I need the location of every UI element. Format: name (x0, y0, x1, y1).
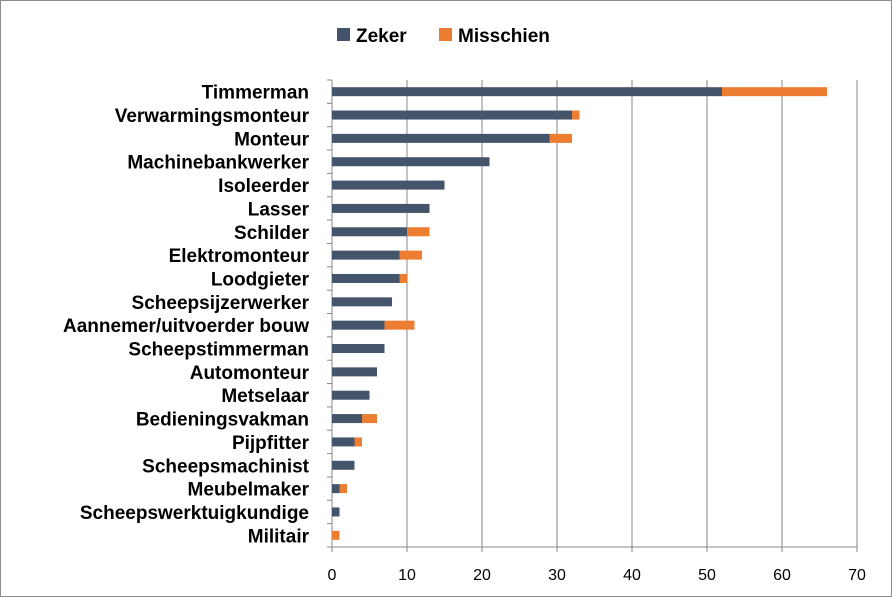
bar-zeker-15 (332, 437, 355, 447)
bar-zeker-5 (332, 203, 430, 213)
legend-swatch-misschien (439, 28, 452, 41)
category-label: Loodgieter (211, 269, 310, 290)
category-label: Aannemer/uitvoerder bouw (63, 316, 309, 337)
category-label: Militair (248, 526, 310, 547)
bar-zeker-17 (332, 484, 340, 494)
x-tick-label: 40 (623, 567, 641, 584)
legend-label-misschien: Misschien (458, 26, 550, 47)
x-tick-label: 30 (548, 567, 566, 584)
category-label: Pijpfitter (232, 433, 310, 454)
legend-swatch-zeker (337, 28, 350, 41)
bar-zeker-0 (332, 87, 722, 97)
bar-zeker-11 (332, 344, 385, 354)
bar-misschien-6 (407, 227, 430, 237)
bar-zeker-18 (332, 507, 340, 517)
bar-misschien-15 (354, 437, 362, 447)
category-label: Scheepsmachinist (142, 456, 310, 477)
x-tick-label: 20 (473, 567, 491, 584)
bar-zeker-7 (332, 250, 400, 260)
x-tick-label: 10 (398, 567, 416, 584)
bar-misschien-14 (362, 414, 377, 424)
category-label: Scheepswerktuigkundige (80, 503, 309, 524)
category-label: Isoleerder (218, 176, 309, 197)
bar-misschien-10 (384, 320, 415, 330)
x-tick-label: 70 (848, 567, 866, 584)
bar-misschien-2 (549, 133, 572, 143)
category-label: Elektromonteur (169, 246, 310, 267)
bar-misschien-0 (722, 87, 827, 97)
category-label: Scheepstimmerman (128, 340, 309, 361)
bar-misschien-19 (332, 530, 340, 540)
bar-zeker-1 (332, 110, 572, 120)
category-label: Automonteur (190, 363, 310, 384)
x-tick-label: 0 (328, 567, 337, 584)
category-label: Schilder (234, 223, 310, 244)
category-label: Verwarmingsmonteur (115, 106, 310, 127)
category-label: Bedieningsvakman (136, 410, 309, 431)
bar-zeker-2 (332, 133, 550, 143)
bar-misschien-7 (399, 250, 422, 260)
bar-zeker-14 (332, 414, 362, 424)
category-label: Scheepsijzerwerker (132, 293, 310, 314)
bar-misschien-8 (399, 273, 407, 283)
category-label: Meubelmaker (188, 480, 310, 501)
bar-zeker-16 (332, 460, 355, 470)
legend-label-zeker: Zeker (356, 26, 407, 47)
category-label: Timmerman (202, 83, 309, 104)
category-label: Metselaar (221, 386, 309, 407)
bar-zeker-8 (332, 273, 400, 283)
bar-zeker-4 (332, 180, 445, 190)
bar-zeker-12 (332, 367, 377, 377)
bar-misschien-17 (339, 484, 347, 494)
category-label: Monteur (234, 129, 310, 150)
bar-zeker-10 (332, 320, 385, 330)
category-label: Machinebankwerker (127, 153, 309, 174)
bar-zeker-3 (332, 157, 490, 167)
x-tick-label: 60 (773, 567, 791, 584)
bar-misschien-1 (572, 110, 580, 120)
category-label: Lasser (248, 199, 310, 220)
bar-zeker-13 (332, 390, 370, 400)
bar-zeker-6 (332, 227, 407, 237)
bar-zeker-9 (332, 297, 392, 307)
x-tick-label: 50 (698, 567, 716, 584)
